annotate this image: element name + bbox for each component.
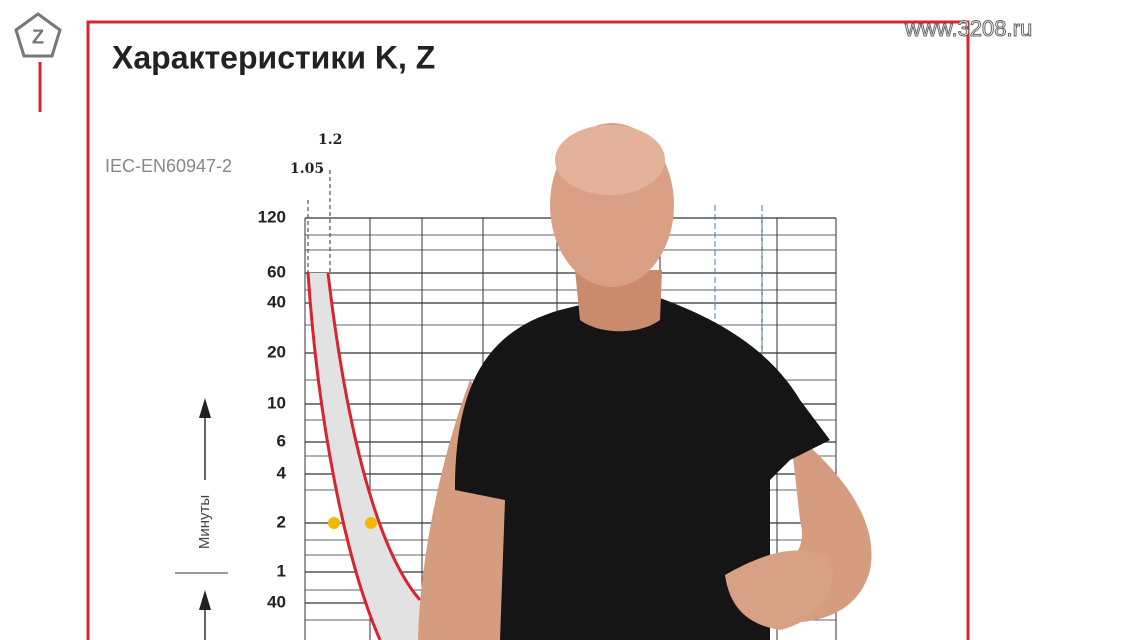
- y-label: 60: [267, 262, 286, 281]
- y-label: 120: [258, 207, 286, 226]
- y-label: 20: [267, 342, 286, 361]
- y-label: 4: [277, 463, 287, 482]
- title: Характеристики K, Z: [112, 39, 435, 75]
- curve: [306, 272, 382, 640]
- y-label: 40: [267, 292, 286, 311]
- axis-arrows: [175, 398, 228, 640]
- y-label: 1: [277, 561, 286, 580]
- y-label: 6: [277, 431, 286, 450]
- y-label: 40: [267, 592, 286, 611]
- presenter: [418, 123, 872, 640]
- y-label: 2: [277, 512, 286, 531]
- band: [308, 273, 420, 640]
- standard: IEC-EN60947-2: [105, 156, 232, 176]
- logo: Z: [14, 12, 62, 58]
- top-label: 1.2: [318, 132, 342, 148]
- y-label: 10: [267, 393, 286, 412]
- curve: [326, 272, 422, 601]
- frame: [86, 20, 970, 640]
- point: [365, 517, 377, 529]
- site: www.3208.ru: [904, 16, 1032, 41]
- top-label: 1.05: [290, 161, 324, 177]
- axis-label: Минуты: [196, 495, 213, 549]
- svg-text:Z: Z: [32, 26, 44, 48]
- point: [328, 517, 340, 529]
